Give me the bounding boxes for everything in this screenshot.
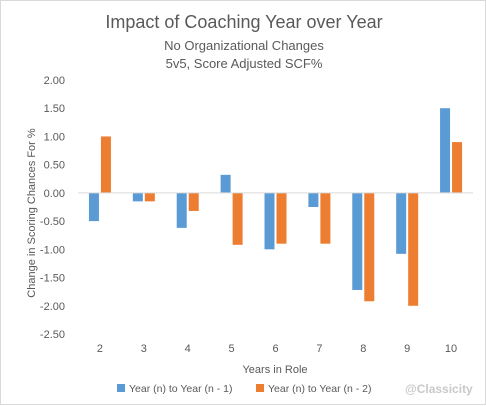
y-tick-label: 1.50 [44,103,65,115]
chart-title: Impact of Coaching Year over Year [105,12,382,32]
legend-swatch-series-1 [117,384,125,392]
bar-series-1-cat-9 [396,192,407,254]
y-tick-label: -0.50 [40,216,65,228]
x-tick-label: 7 [316,343,322,355]
bar-series-1-cat-7 [308,192,319,207]
y-axis-ticks: 2.00 1.50 1.00 0.50 0.00 -0.50 -1.00 -1.50 -2.00… [40,75,65,341]
x-tick-label: 10 [445,343,457,355]
bar-series-1-cat-6 [264,192,275,250]
bar-series-1-cat-3 [132,192,143,202]
x-tick-label: 5 [229,343,235,355]
y-tick-label: -2.00 [40,301,65,313]
x-axis-ticks: 2 3 4 5 6 7 8 9 10 [97,343,457,355]
bar-series-2-cat-2 [100,136,111,193]
bar-series-2-cat-4 [188,192,199,211]
y-tick-label: 2.00 [44,75,65,87]
bar-series-1-cat-4 [176,192,187,228]
y-tick-label: 0.00 [44,188,65,200]
x-tick-label: 4 [185,343,191,355]
bar-series-1-cat-2 [88,192,99,222]
x-tick-label: 3 [141,343,147,355]
bars [88,108,463,306]
bar-series-1-cat-5 [220,174,231,193]
chart-subtitle-2: 5v5, Score Adjusted SCF% [166,56,323,71]
x-axis-label: Years in Role [242,364,307,376]
x-tick-label: 9 [404,343,410,355]
bar-series-1-cat-8 [352,192,363,290]
bar-series-2-cat-3 [144,192,155,202]
x-tick-label: 2 [97,343,103,355]
bar-series-2-cat-10 [452,142,463,193]
bar-series-2-cat-6 [276,192,287,244]
legend-swatch-series-2 [256,384,264,392]
bar-series-2-cat-9 [408,192,419,306]
y-tick-label: -2.50 [40,329,65,341]
bar-series-2-cat-8 [364,192,375,302]
x-tick-label: 8 [360,343,366,355]
bar-series-2-cat-5 [232,192,243,245]
y-tick-label: -1.00 [40,244,65,256]
legend: Year (n) to Year (n - 1) Year (n) to Yea… [117,383,372,395]
y-tick-label: 1.00 [44,131,65,143]
legend-label-series-2: Year (n) to Year (n - 2) [268,383,372,395]
bar-series-1-cat-10 [440,108,451,193]
x-tick-label: 6 [272,343,278,355]
legend-label-series-1: Year (n) to Year (n - 1) [129,383,233,395]
chart-subtitle-1: No Organizational Changes [164,38,324,53]
y-tick-label: -1.50 [40,273,65,285]
bar-series-2-cat-7 [320,192,331,244]
y-axis-label: Change in Scoring Chances For % [26,128,38,298]
y-tick-label: 0.50 [44,160,65,172]
watermark: @Classicity [405,382,473,396]
